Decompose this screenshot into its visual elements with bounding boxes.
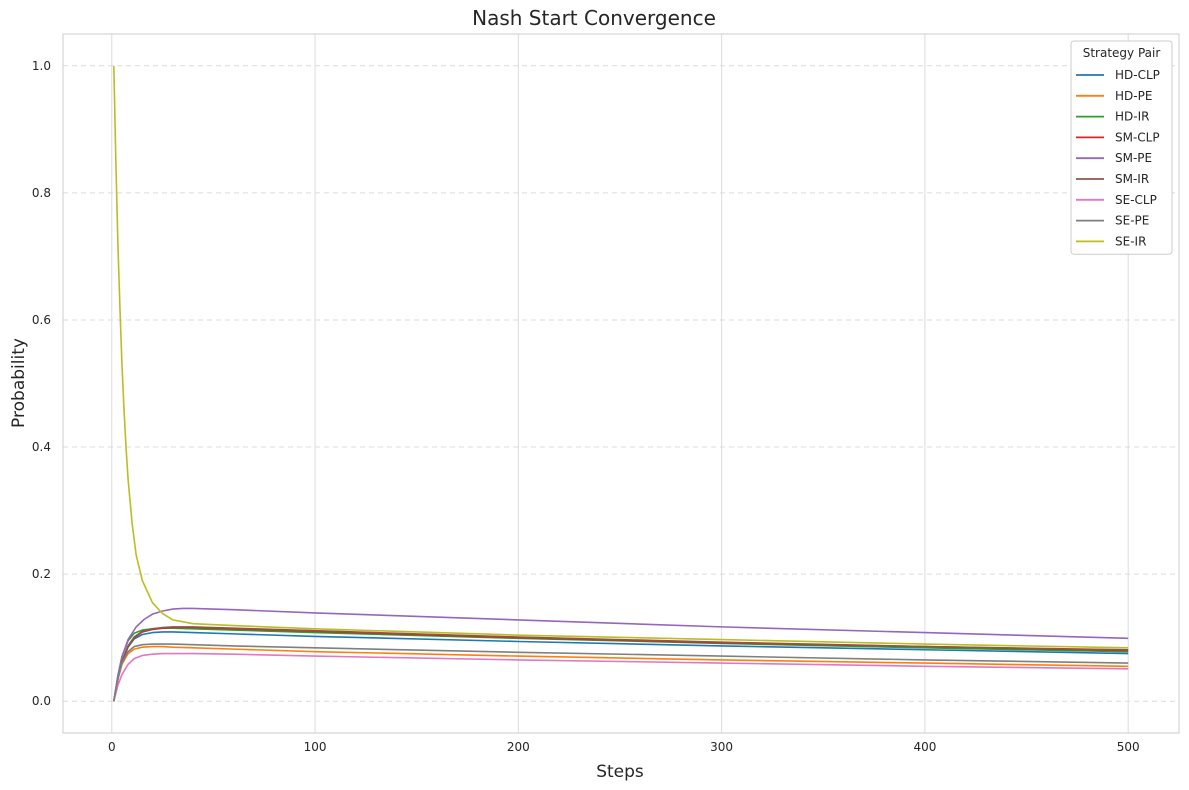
y-tick-labels: 0.0 0.2 0.4 0.6 0.8 1.0 <box>32 59 51 708</box>
y-tick-label: 0.4 <box>32 440 51 454</box>
y-tick-label: 0.0 <box>32 694 51 708</box>
series-line-se-pe <box>113 643 1129 702</box>
series-lines <box>113 65 1129 702</box>
legend-item: HD-PE <box>1076 89 1152 103</box>
x-tick-label: 400 <box>913 740 936 754</box>
legend-label: HD-IR <box>1115 110 1149 124</box>
y-tick-label: 0.8 <box>32 186 51 200</box>
legend-item: SM-PE <box>1076 151 1152 165</box>
y-tick-label: 1.0 <box>32 59 51 73</box>
grid <box>63 34 1179 733</box>
legend-label: SM-PE <box>1115 151 1152 165</box>
legend-item: SE-CLP <box>1076 193 1157 207</box>
x-tick-label: 200 <box>507 740 530 754</box>
y-tick-label: 0.2 <box>32 567 51 581</box>
series-line-sm-pe <box>113 607 1129 702</box>
y-tick-label: 0.6 <box>32 313 51 327</box>
x-tick-labels: 0 100 200 300 400 500 <box>108 740 1140 754</box>
legend-label: SM-IR <box>1115 172 1149 186</box>
x-tick-label: 500 <box>1117 740 1140 754</box>
legend-item: HD-CLP <box>1076 68 1160 82</box>
series-line-sm-ir <box>113 626 1129 702</box>
series-line-se-clp <box>113 652 1129 702</box>
legend-item: SE-PE <box>1076 214 1149 228</box>
x-tick-label: 0 <box>108 740 116 754</box>
plot-frame <box>62 33 1180 734</box>
legend-item: SM-CLP <box>1076 130 1160 144</box>
legend: Strategy Pair HD-CLP HD-PE HD-IR SM-CLP SM-P… <box>1070 40 1173 255</box>
series-line-se-ir <box>113 65 1129 649</box>
x-tick-label: 100 <box>304 740 327 754</box>
plot-area <box>63 34 1179 733</box>
legend-label: SE-IR <box>1115 234 1146 248</box>
legend-item: SE-IR <box>1076 234 1146 248</box>
legend-label: SE-CLP <box>1115 193 1157 207</box>
legend-item: SM-IR <box>1076 172 1149 186</box>
x-tick-label: 300 <box>710 740 733 754</box>
legend-label: SE-PE <box>1115 214 1149 228</box>
legend-box <box>1070 40 1173 255</box>
x-axis-label: Steps <box>596 762 644 782</box>
y-axis-label: Probability <box>9 338 29 428</box>
legend-title: Strategy Pair <box>1083 46 1161 60</box>
legend-item: HD-IR <box>1076 110 1149 124</box>
legend-label: SM-CLP <box>1115 130 1160 144</box>
chart-title: Nash Start Convergence <box>472 6 716 30</box>
legend-label: HD-CLP <box>1115 68 1160 82</box>
legend-label: HD-PE <box>1115 89 1152 103</box>
